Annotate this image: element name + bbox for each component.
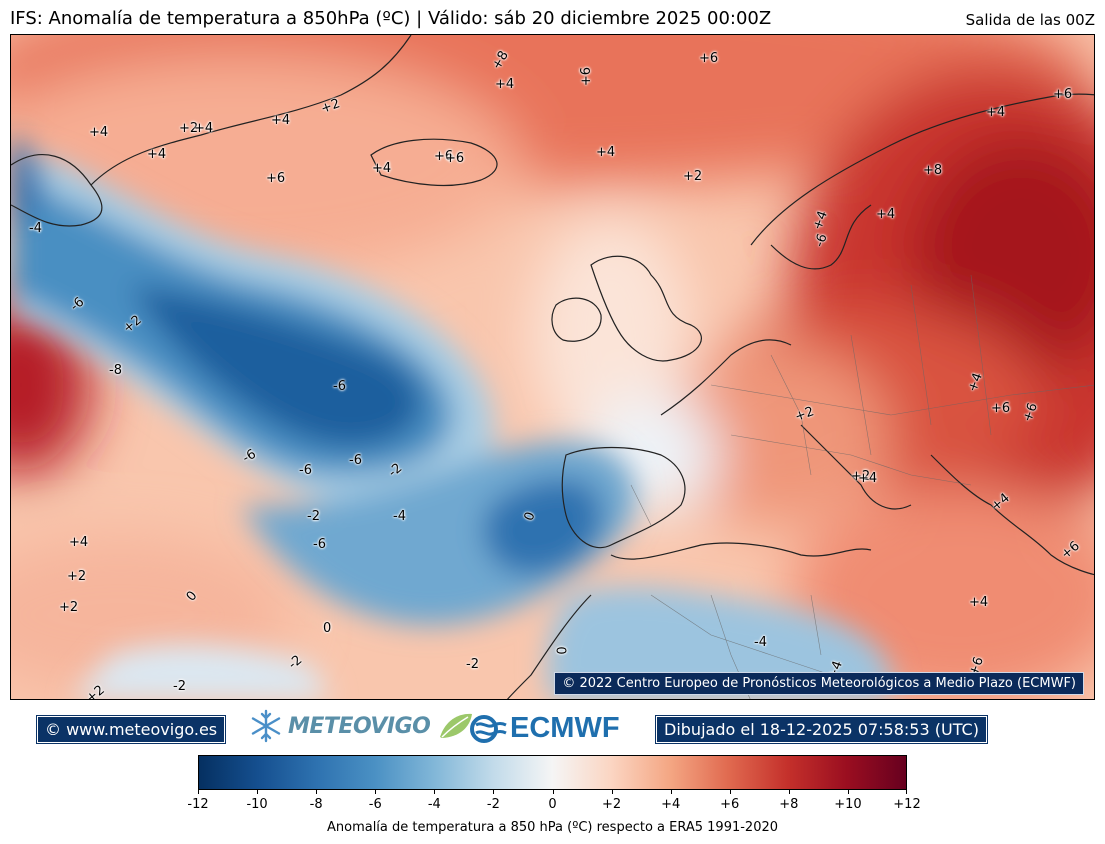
contour-label: +6 (1053, 87, 1073, 102)
contour-label: +4 (858, 471, 878, 486)
contour-label: +4 (596, 145, 616, 160)
colorbar-tick-label: +2 (601, 797, 622, 812)
contour-label: +4 (876, 207, 896, 222)
leaf-icon (440, 713, 473, 738)
colorbar-tickmark (729, 790, 731, 794)
contour-label: +4 (495, 77, 515, 92)
contour-label: +8 (923, 163, 943, 178)
colorbar-tickmark (493, 790, 495, 794)
chart-title: IFS: Anomalía de temperatura a 850hPa (º… (10, 8, 772, 29)
contour-label: +6 (434, 149, 454, 164)
contour-label: +6 (445, 151, 465, 166)
contour-label: +2 (683, 169, 703, 184)
colorbar-tickmark (611, 790, 613, 794)
anomaly-field (11, 35, 1094, 699)
contour-label: +2 (851, 469, 871, 484)
contour-label: 0 (323, 621, 332, 636)
coastlines (11, 35, 1094, 699)
website-link[interactable]: © www.meteovigo.es (35, 715, 227, 744)
borders (630, 274, 1094, 699)
model-run-label: Salida de las 00Z (965, 11, 1095, 29)
colorbar-tickmark (198, 790, 199, 794)
contour-label: +4 (986, 105, 1006, 120)
contour-label: +4 (969, 595, 989, 610)
contour-label: -6 (349, 453, 362, 468)
contour-label: +2 (179, 121, 199, 136)
ecmwf-logo: ECMWF (470, 712, 620, 745)
contour-label: +4 (89, 125, 109, 140)
contour-label: -2 (466, 657, 479, 672)
contour-label: +6 (266, 171, 286, 186)
contour-label: +4 (372, 161, 392, 176)
ecmwf-emblem-icon (470, 714, 507, 743)
contour-label: +6 (991, 401, 1011, 416)
contour-label: +2 (59, 600, 79, 615)
colorbar-tickmark (906, 790, 907, 794)
drawn-timestamp: Dibujado el 18-12-2025 07:58:53 (UTC) (655, 715, 988, 744)
colorbar-tick-label: -8 (309, 797, 323, 812)
contour-label: -8 (109, 363, 122, 378)
contour-label: -6 (313, 537, 326, 552)
colorbar-tick-label: +6 (720, 797, 740, 812)
colorbar-tick-label: -12 (187, 797, 209, 812)
contour-label: +4 (194, 121, 214, 136)
contour-label: -6 (333, 379, 346, 394)
contour-label: +6 (579, 66, 595, 87)
colorbar-tick-label: +8 (779, 797, 799, 812)
copyright-notice: © 2022 Centro Europeo de Pronósticos Met… (554, 672, 1084, 695)
anomaly-map: +8 +6 +4 +6 +4 +2 +4 +2 +4 +4 +6 +6 +6 +4 +2 +8 +6 +4 +4 +4… (10, 34, 1095, 700)
contour-label: -2 (173, 679, 186, 694)
contour-label: -6 (299, 463, 312, 478)
colorbar-tickmark (670, 790, 672, 794)
colorbar-tick-label: +4 (661, 797, 681, 812)
contour-label: 0 (555, 646, 571, 655)
contour-label: -4 (754, 635, 767, 650)
contour-label: +6 (699, 51, 719, 66)
snowflake-icon (251, 709, 281, 743)
colorbar-tick-label: -10 (246, 797, 268, 812)
colorbar-tickmark (788, 790, 790, 794)
contour-label: +4 (69, 535, 89, 550)
colorbar-tick-label: 0 (548, 797, 557, 812)
contour-label: +2 (67, 569, 87, 584)
ecmwf-wordmark: ECMWF (510, 712, 620, 744)
meteovigo-logo: METEOVIGO (250, 706, 474, 746)
contour-label: +4 (147, 147, 167, 162)
colorbar-tick-label: +12 (893, 797, 921, 812)
colorbar-tickmark (257, 790, 259, 794)
colorbar-tickmark (434, 790, 436, 794)
contour-label: -2 (307, 509, 320, 524)
colorbar-tick-label: -4 (427, 797, 441, 812)
meteovigo-wordmark: METEOVIGO (288, 713, 431, 739)
colorbar-tick-label: -2 (486, 797, 500, 812)
contour-label: -4 (393, 509, 406, 524)
colorbar-tickmark (375, 790, 377, 794)
colorbar-tickmark (552, 790, 554, 794)
colorbar-tick-label: -6 (368, 797, 382, 812)
colorbar (198, 755, 907, 790)
contour-label: -4 (29, 221, 42, 236)
colorbar-tickmark (316, 790, 318, 794)
contour-label: +4 (271, 113, 291, 128)
colorbar-tick-label: +10 (834, 797, 862, 812)
colorbar-label: Anomalía de temperatura a 850 hPa (ºC) r… (326, 820, 779, 835)
colorbar-tickmark (847, 790, 849, 794)
